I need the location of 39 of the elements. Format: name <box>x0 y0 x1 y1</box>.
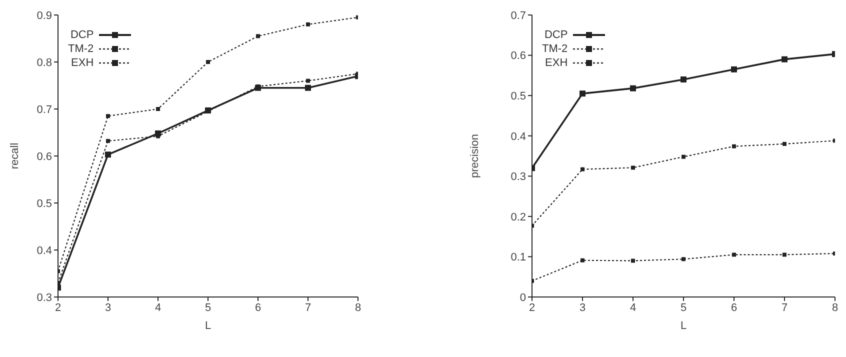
x-axis-title: L <box>204 320 212 332</box>
legend-label: DCP <box>70 29 94 41</box>
x-tick-label: 5 <box>204 302 212 314</box>
y-tick-label: 0.7 <box>510 10 526 22</box>
x-tick-label: 2 <box>54 302 62 314</box>
x-tick-label: 5 <box>680 302 687 314</box>
y-tick-label: 0.8 <box>36 56 52 69</box>
x-tick-label: 8 <box>354 302 362 314</box>
y-tick-label: 0.3 <box>36 292 52 304</box>
x-axis-title: L <box>680 320 687 332</box>
y-tick-label: 0.6 <box>510 50 526 62</box>
y-tick-label: 0.5 <box>36 198 52 210</box>
legend-label: DCP <box>544 29 568 41</box>
x-tick-label: 7 <box>781 302 788 314</box>
x-tick-label: 3 <box>579 302 586 314</box>
legend-label: EXH <box>71 57 94 69</box>
y-tick-label: 0.4 <box>36 244 52 257</box>
y-tick-label: 0.1 <box>510 252 526 264</box>
y-tick-label: 0.4 <box>510 130 526 143</box>
x-tick-label: 8 <box>832 302 838 314</box>
x-tick-label: 4 <box>630 302 636 314</box>
x-tick-label: 2 <box>528 302 536 314</box>
y-tick-label: 0.7 <box>36 104 52 116</box>
y-tick-label: 0.6 <box>36 150 52 163</box>
y-tick-label: 0.5 <box>510 90 526 102</box>
y-tick-label: 0 <box>520 292 526 304</box>
x-tick-label: 6 <box>254 302 262 314</box>
x-tick-label: 7 <box>304 302 312 314</box>
y-tick-label: 0.2 <box>510 211 526 224</box>
legend-label: TM-2 <box>542 43 568 55</box>
legend-label: TM-2 <box>68 43 94 55</box>
y-tick-label: 0.9 <box>36 10 52 22</box>
legend-label: EXH <box>545 57 568 69</box>
x-tick-label: 6 <box>730 302 738 314</box>
y-tick-label: 0.3 <box>510 171 526 184</box>
y-axis-title: recall <box>8 142 21 170</box>
x-tick-label: 4 <box>154 302 162 314</box>
y-axis-title: precision <box>468 134 481 178</box>
x-tick-label: 3 <box>104 302 112 314</box>
